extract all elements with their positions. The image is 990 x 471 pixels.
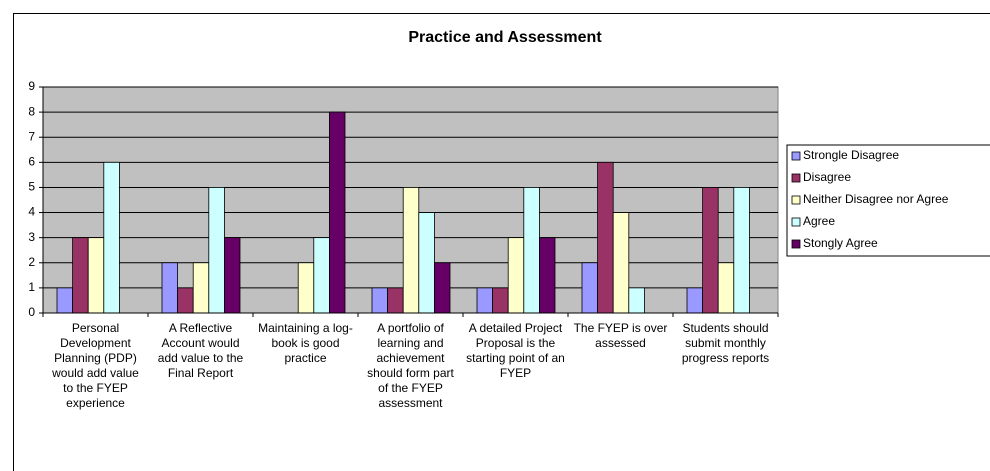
bar — [733, 187, 750, 314]
x-tick-label: Students should submit monthly progress … — [681, 321, 770, 365]
y-tick-label: 1 — [28, 280, 35, 294]
y-tick-label: 9 — [28, 79, 35, 93]
x-tick-label: A portfolio of learning and achievement … — [367, 321, 454, 410]
bar — [223, 237, 241, 314]
legend-swatch — [791, 151, 801, 161]
x-tick-label: The FYEP is over assessed — [573, 321, 668, 350]
bar — [523, 187, 540, 314]
x-tick-label: A Reflective Account would add value to … — [157, 321, 244, 380]
legend-swatch — [791, 195, 801, 205]
bar — [313, 237, 330, 314]
bar — [402, 187, 420, 314]
bar — [597, 161, 614, 314]
legend-label: Strongle Disagree — [803, 148, 899, 162]
y-tick-label: 4 — [28, 205, 35, 219]
legend-label: Disagree — [803, 170, 851, 184]
y-tick-label: 8 — [28, 104, 35, 118]
legend-label: Agree — [803, 214, 835, 228]
chart-title: Practice and Assessment — [408, 29, 602, 46]
legend-label: Stongly Agree — [803, 236, 878, 250]
x-tick-label: Personal Development Planning (PDP) woul… — [52, 321, 139, 410]
legend-label: Neither Disagree nor Agree — [803, 192, 949, 206]
y-tick-label: 0 — [28, 305, 35, 319]
legend-swatch — [791, 239, 801, 249]
bar — [72, 237, 89, 314]
bar — [492, 287, 509, 314]
bar — [177, 287, 194, 314]
legend-box — [786, 144, 990, 257]
bar — [418, 212, 435, 314]
legend-swatch — [791, 217, 801, 227]
bar — [433, 262, 451, 314]
bar — [56, 287, 74, 314]
bar — [103, 161, 120, 314]
bar — [387, 287, 404, 314]
y-tick-label: 3 — [28, 230, 35, 244]
bar — [612, 212, 630, 314]
bar — [702, 187, 719, 314]
bar — [628, 287, 645, 314]
x-tick-label: Maintaining a log-book is good practice — [258, 321, 353, 365]
y-tick-label: 6 — [28, 155, 35, 169]
bar — [507, 237, 525, 314]
bar — [192, 262, 210, 314]
bar — [686, 287, 704, 314]
bar — [87, 237, 105, 314]
bar — [208, 187, 225, 314]
bar — [297, 262, 315, 314]
y-tick-label: 5 — [28, 180, 35, 194]
bar — [539, 237, 556, 314]
bar — [371, 287, 389, 314]
bar — [581, 262, 599, 314]
y-tick-label: 2 — [28, 255, 35, 269]
bar — [476, 287, 494, 314]
legend-swatch — [791, 173, 801, 183]
bar — [328, 111, 346, 314]
bar — [161, 262, 179, 314]
bar — [717, 262, 735, 314]
y-tick-label: 7 — [28, 129, 35, 143]
x-tick-label: A detailed Project Proposal is the start… — [466, 321, 565, 380]
